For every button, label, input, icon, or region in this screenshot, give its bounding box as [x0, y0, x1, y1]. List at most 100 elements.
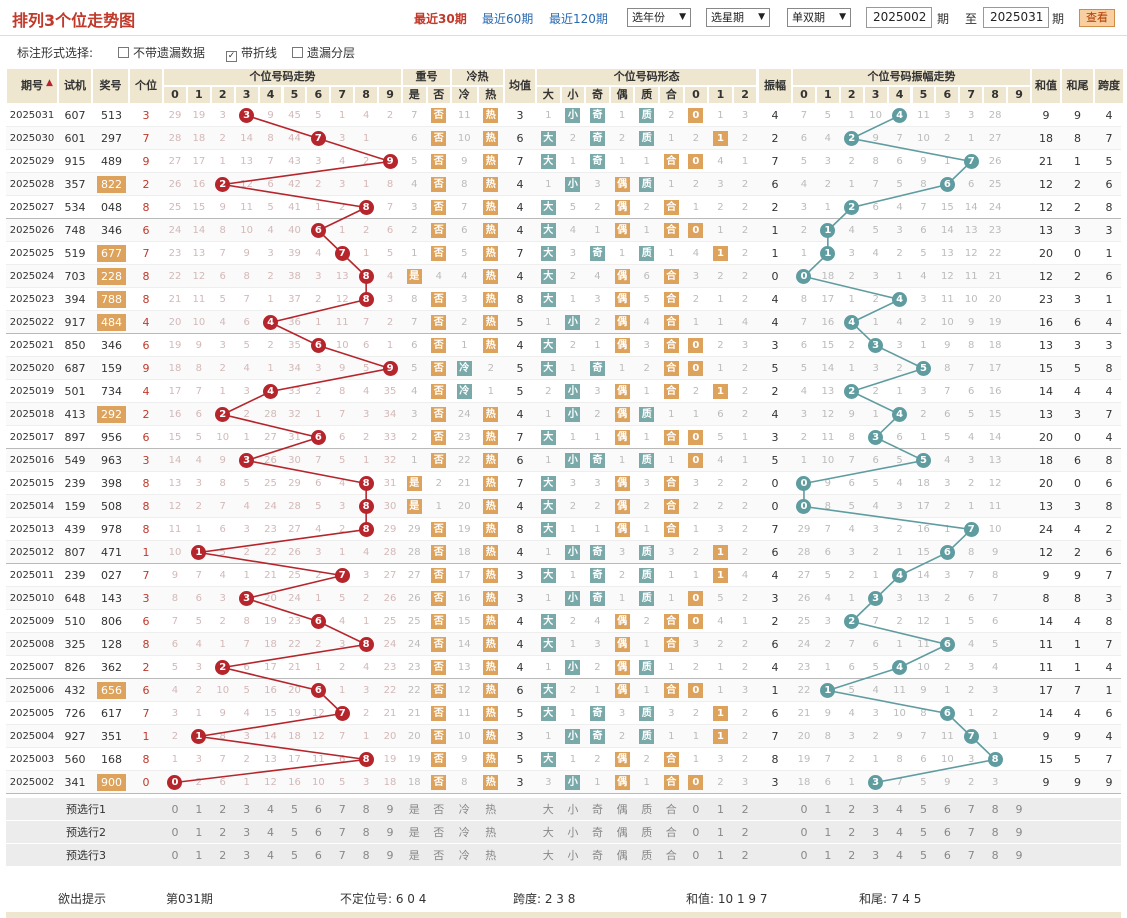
preselect-digit[interactable]: 7 — [338, 826, 346, 839]
range-30-link[interactable]: 最近30期 — [414, 12, 467, 26]
preselect-form[interactable]: 质 — [641, 826, 653, 839]
preselect-amp-digit[interactable]: 3 — [872, 826, 880, 839]
preselect-form[interactable]: 小 — [567, 826, 579, 839]
preselect-form[interactable]: 合 — [665, 826, 677, 839]
preselect-amp-digit[interactable]: 7 — [967, 826, 975, 839]
preselect-form[interactable]: 大 — [542, 849, 554, 862]
preselect-form[interactable]: 1 — [716, 849, 724, 862]
preselect-digit[interactable]: 8 — [362, 803, 370, 816]
preselect-digit[interactable]: 4 — [267, 803, 275, 816]
preselect-amp-digit[interactable]: 8 — [991, 803, 999, 816]
to-period-input[interactable]: 2025031 — [983, 7, 1049, 28]
preselect-amp-digit[interactable]: 0 — [800, 826, 808, 839]
preselect-amp-digit[interactable]: 7 — [967, 803, 975, 816]
preselect-digit[interactable]: 7 — [338, 803, 346, 816]
preselect-form[interactable]: 大 — [542, 826, 554, 839]
preselect-hotcold[interactable]: 冷 — [458, 826, 470, 839]
preselect-form[interactable]: 偶 — [616, 826, 628, 839]
preselect-digit[interactable]: 0 — [171, 849, 179, 862]
preselect-amp-digit[interactable]: 3 — [872, 803, 880, 816]
preselect-repeat[interactable]: 否 — [433, 803, 445, 816]
preselect-amp-digit[interactable]: 6 — [943, 803, 951, 816]
preselect-amp-digit[interactable]: 0 — [800, 849, 808, 862]
preselect-amp-digit[interactable]: 7 — [967, 849, 975, 862]
preselect-form[interactable]: 质 — [641, 849, 653, 862]
preselect-repeat[interactable]: 否 — [433, 826, 445, 839]
preselect-digit[interactable]: 3 — [243, 803, 251, 816]
query-button[interactable]: 查看 — [1079, 9, 1115, 27]
preselect-amp-digit[interactable]: 3 — [872, 849, 880, 862]
preselect-form[interactable]: 奇 — [591, 826, 603, 839]
preselect-digit[interactable]: 5 — [290, 849, 298, 862]
preselect-hotcold[interactable]: 冷 — [458, 803, 470, 816]
no-omission-checkbox[interactable]: 不带遗漏数据 — [118, 44, 205, 61]
sort-icon[interactable]: ▲ — [46, 78, 53, 88]
preselect-form[interactable]: 质 — [641, 803, 653, 816]
preselect-amp-digit[interactable]: 6 — [943, 826, 951, 839]
preselect-digit[interactable]: 4 — [267, 849, 275, 862]
year-select[interactable]: 选年份 ▼ — [627, 8, 691, 27]
preselect-form[interactable]: 0 — [692, 826, 700, 839]
layered-omission-checkbox[interactable]: 遗漏分层 — [292, 44, 355, 61]
preselect-hotcold[interactable]: 热 — [485, 803, 497, 816]
preselect-form[interactable]: 2 — [741, 849, 749, 862]
preselect-form[interactable]: 大 — [542, 803, 554, 816]
preselect-form[interactable]: 0 — [692, 849, 700, 862]
preselect-amp-digit[interactable]: 5 — [919, 849, 927, 862]
preselect-amp-digit[interactable]: 2 — [848, 849, 856, 862]
preselect-digit[interactable]: 0 — [171, 826, 179, 839]
preselect-digit[interactable]: 2 — [219, 826, 227, 839]
preselect-hotcold[interactable]: 冷 — [458, 849, 470, 862]
preselect-digit[interactable]: 3 — [243, 849, 251, 862]
preselect-form[interactable]: 2 — [741, 803, 749, 816]
preselect-amp-digit[interactable]: 9 — [1015, 849, 1023, 862]
preselect-digit[interactable]: 9 — [386, 849, 394, 862]
preselect-repeat[interactable]: 是 — [408, 803, 420, 816]
preselect-digit[interactable]: 9 — [386, 826, 394, 839]
preselect-digit[interactable]: 7 — [338, 849, 346, 862]
preselect-amp-digit[interactable]: 1 — [824, 826, 832, 839]
preselect-digit[interactable]: 1 — [195, 849, 203, 862]
preselect-form[interactable]: 小 — [567, 849, 579, 862]
range-120-link[interactable]: 最近120期 — [549, 12, 608, 26]
from-period-input[interactable]: 2025002 — [866, 7, 932, 28]
preselect-repeat[interactable]: 是 — [408, 826, 420, 839]
preselect-digit[interactable]: 2 — [219, 803, 227, 816]
preselect-amp-digit[interactable]: 0 — [800, 803, 808, 816]
preselect-amp-digit[interactable]: 8 — [991, 849, 999, 862]
preselect-digit[interactable]: 3 — [243, 826, 251, 839]
polyline-checkbox[interactable]: ✓ 带折线 — [226, 44, 277, 62]
preselect-digit[interactable]: 6 — [314, 849, 322, 862]
preselect-digit[interactable]: 1 — [195, 826, 203, 839]
preselect-digit[interactable]: 0 — [171, 803, 179, 816]
preselect-form[interactable]: 合 — [665, 803, 677, 816]
preselect-amp-digit[interactable]: 6 — [943, 849, 951, 862]
parity-select[interactable]: 单双期 ▼ — [787, 8, 851, 27]
preselect-amp-digit[interactable]: 4 — [896, 803, 904, 816]
preselect-digit[interactable]: 5 — [290, 826, 298, 839]
preselect-amp-digit[interactable]: 5 — [919, 803, 927, 816]
preselect-form[interactable]: 小 — [567, 803, 579, 816]
preselect-digit[interactable]: 8 — [362, 826, 370, 839]
preselect-repeat[interactable]: 否 — [433, 849, 445, 862]
preselect-digit[interactable]: 2 — [219, 849, 227, 862]
preselect-digit[interactable]: 1 — [195, 803, 203, 816]
preselect-form[interactable]: 偶 — [616, 849, 628, 862]
preselect-hotcold[interactable]: 热 — [485, 849, 497, 862]
preselect-amp-digit[interactable]: 1 — [824, 803, 832, 816]
preselect-hotcold[interactable]: 热 — [485, 826, 497, 839]
preselect-amp-digit[interactable]: 8 — [991, 826, 999, 839]
preselect-form[interactable]: 偶 — [616, 803, 628, 816]
preselect-amp-digit[interactable]: 4 — [896, 826, 904, 839]
weekday-select[interactable]: 选星期 ▼ — [706, 8, 770, 27]
preselect-form[interactable]: 合 — [665, 849, 677, 862]
preselect-amp-digit[interactable]: 5 — [919, 826, 927, 839]
preselect-amp-digit[interactable]: 4 — [896, 849, 904, 862]
preselect-form[interactable]: 1 — [716, 826, 724, 839]
preselect-form[interactable]: 2 — [741, 826, 749, 839]
preselect-form[interactable]: 0 — [692, 803, 700, 816]
preselect-amp-digit[interactable]: 9 — [1015, 803, 1023, 816]
preselect-digit[interactable]: 5 — [290, 803, 298, 816]
preselect-amp-digit[interactable]: 2 — [848, 826, 856, 839]
preselect-digit[interactable]: 9 — [386, 803, 394, 816]
